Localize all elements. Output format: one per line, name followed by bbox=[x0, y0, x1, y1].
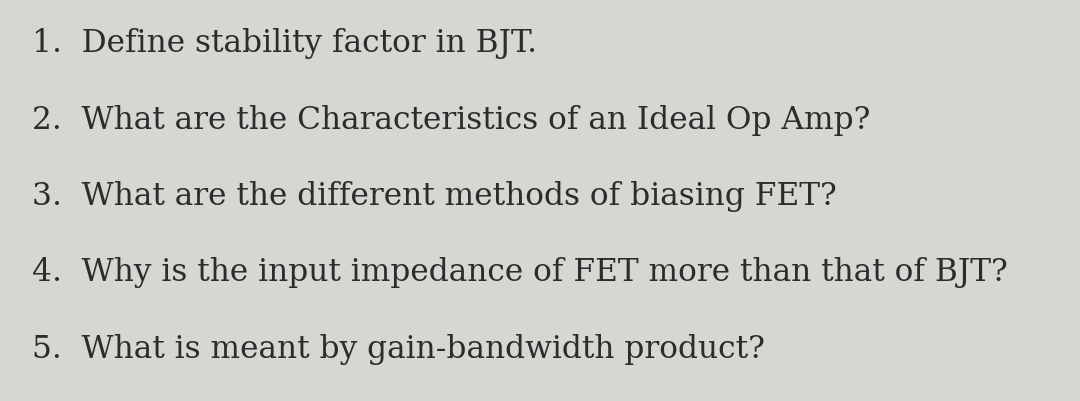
Text: 3.  What are the different methods of biasing FET?: 3. What are the different methods of bia… bbox=[32, 180, 837, 211]
Text: 1.  Define stability factor in BJT.: 1. Define stability factor in BJT. bbox=[32, 28, 538, 59]
Text: 4.  Why is the input impedance of FET more than that of BJT?: 4. Why is the input impedance of FET mor… bbox=[32, 257, 1008, 288]
Text: 2.  What are the Characteristics of an Ideal Op Amp?: 2. What are the Characteristics of an Id… bbox=[32, 104, 870, 135]
Text: 5.  What is meant by gain-bandwidth product?: 5. What is meant by gain-bandwidth produ… bbox=[32, 333, 766, 364]
